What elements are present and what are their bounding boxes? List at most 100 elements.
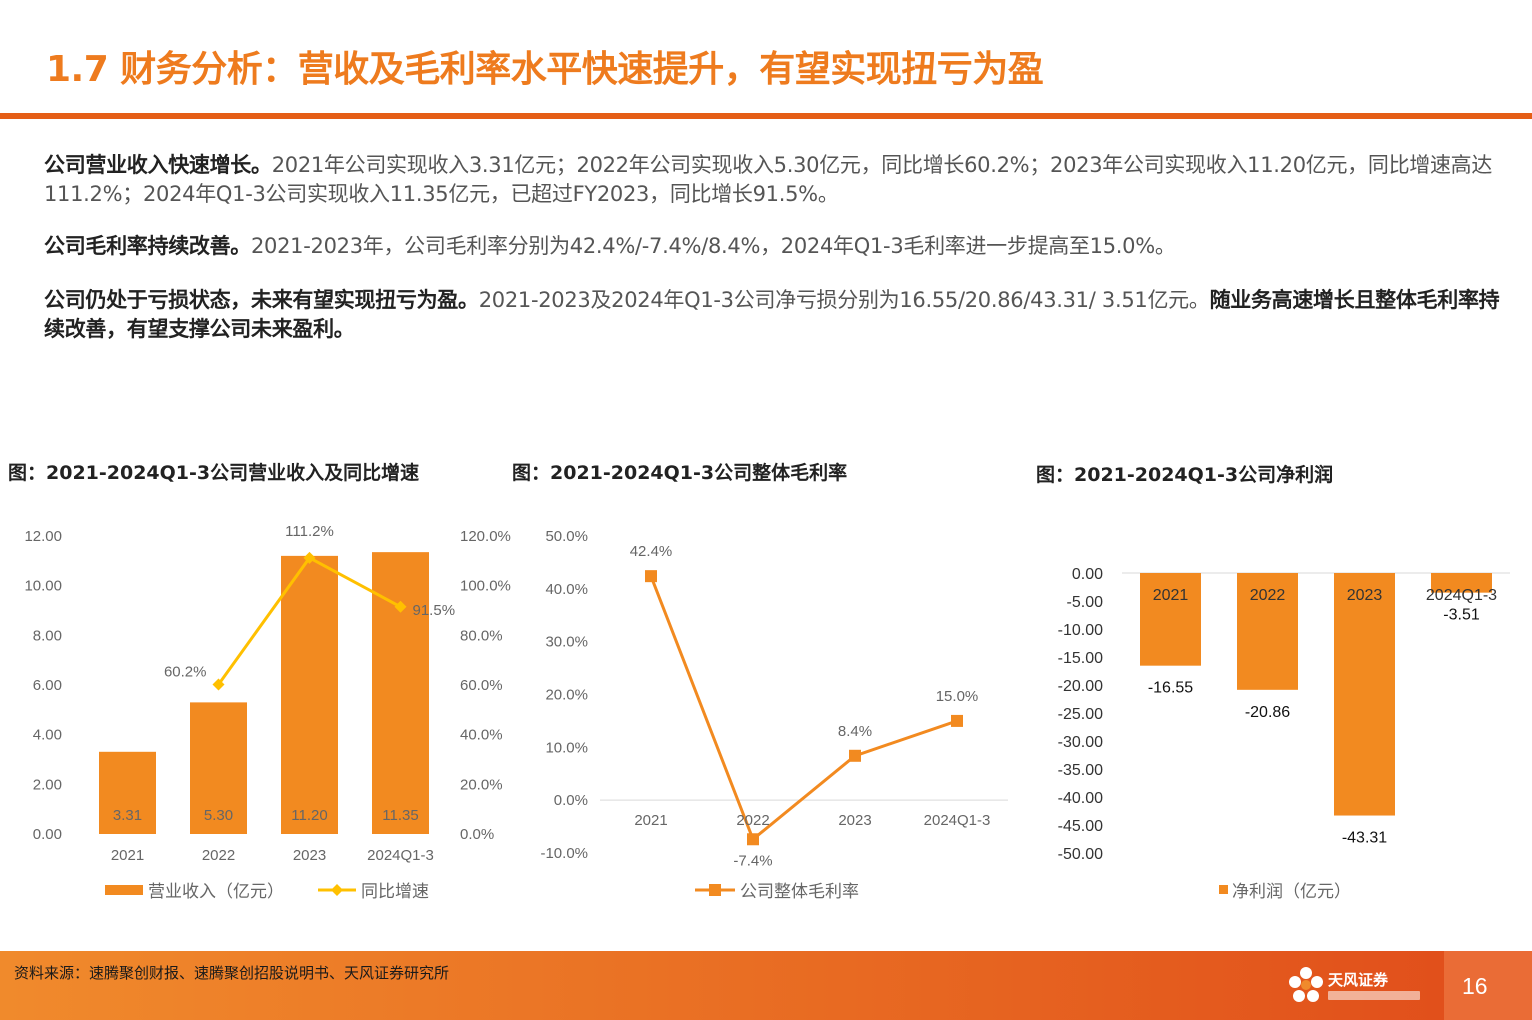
- net-profit-data-label: -16.55: [1148, 680, 1193, 697]
- footer-source: 资料来源：速腾聚创财报、速腾聚创招股说明书、天风证券研究所: [14, 964, 450, 982]
- paragraph-net-loss: 公司仍处于亏损状态，未来有望实现扭亏为盈。2021-2023及2024年Q1-3…: [44, 286, 1514, 344]
- growth-data-label: 91.5%: [413, 602, 456, 619]
- legend-revenue-label: 营业收入（亿元）: [148, 882, 284, 902]
- chart-revenue-caption: 图：2021-2024Q1-3公司营业收入及同比增速: [8, 462, 420, 484]
- y-left-tick-label: 10.00: [24, 578, 62, 595]
- paragraph-revenue-lead: 公司营业收入快速增长。: [44, 153, 272, 177]
- title-divider: [0, 113, 1532, 119]
- gross-margin-point: [849, 749, 861, 762]
- paragraph-gross-margin-lead: 公司毛利率持续改善。: [44, 234, 251, 258]
- y-tick-label: 50.0%: [545, 528, 588, 545]
- y-right-tick-label: 80.0%: [460, 627, 503, 644]
- revenue-bar: [99, 751, 156, 834]
- y-tick-label: -5.00: [1067, 594, 1104, 611]
- growth-data-label: 111.2%: [285, 523, 334, 540]
- gross-margin-point: [747, 833, 759, 846]
- paragraph-gross-margin-body: 2021-2023年，公司毛利率分别为42.4%/-7.4%/8.4%，2024…: [251, 234, 1176, 258]
- y-right-tick-label: 0.0%: [460, 826, 494, 843]
- revenue-bar: [372, 552, 429, 834]
- x-tick-label: 2023: [1347, 587, 1383, 604]
- net-profit-bar: [1334, 573, 1395, 816]
- page-number-panel: [1444, 951, 1532, 1020]
- y-left-tick-label: 2.00: [33, 776, 62, 793]
- net-profit-data-label: -43.31: [1342, 830, 1387, 847]
- x-tick-label: 2023: [838, 812, 871, 829]
- net-profit-bar: [1237, 573, 1298, 690]
- chart-gross-margin-caption: 图：2021-2024Q1-3公司整体毛利率: [512, 462, 848, 484]
- y-right-tick-label: 60.0%: [460, 677, 503, 694]
- y-left-tick-label: 8.00: [33, 627, 62, 644]
- x-tick-label: 2021: [1153, 587, 1189, 604]
- legend-net-profit-label: 净利润（亿元）: [1232, 882, 1351, 902]
- growth-point: [212, 678, 225, 691]
- paragraph-net-loss-tail: 随业务高速增长且整体毛利率持续改善，有望支撑公司未来盈利。: [44, 288, 1500, 341]
- revenue-bar: [281, 555, 338, 834]
- revenue-bar-label: 3.31: [113, 807, 142, 824]
- legend-growth-label: 同比增速: [361, 882, 429, 902]
- legend-gross-margin-marker: [709, 884, 721, 896]
- revenue-bar-label: 11.20: [291, 807, 327, 824]
- y-tick-label: -30.00: [1058, 734, 1103, 751]
- y-tick-label: 10.0%: [545, 739, 588, 756]
- y-tick-label: 40.0%: [545, 581, 588, 598]
- revenue-bar: [190, 702, 247, 834]
- growth-data-label: 60.2%: [164, 664, 207, 681]
- y-right-tick-label: 100.0%: [460, 578, 511, 595]
- y-tick-label: 0.00: [1072, 566, 1103, 583]
- y-tick-label: -25.00: [1058, 706, 1103, 723]
- flower-logo-icon: [1289, 967, 1323, 1002]
- x-tick-label: 2022: [202, 847, 235, 864]
- y-tick-label: 20.0%: [545, 687, 588, 704]
- logo-tagline-bar: [1328, 991, 1420, 1000]
- footer-bar: 资料来源：速腾聚创财报、速腾聚创招股说明书、天风证券研究所 天风证券 16: [0, 951, 1532, 1020]
- gross-margin-data-label: 8.4%: [838, 723, 872, 740]
- net-profit-bar: [1431, 573, 1492, 593]
- gross-margin-point: [645, 570, 657, 583]
- revenue-bar-label: 5.30: [204, 807, 233, 824]
- y-tick-label: -35.00: [1058, 762, 1103, 779]
- net-profit-data-label: -20.86: [1245, 704, 1290, 721]
- y-tick-label: 0.0%: [554, 792, 588, 809]
- paragraph-net-loss-lead: 公司仍处于亏损状态，未来有望实现扭亏为盈。: [44, 288, 479, 312]
- growth-point: [394, 600, 407, 613]
- chart-net-profit-caption: 图：2021-2024Q1-3公司净利润: [1036, 464, 1334, 486]
- x-tick-label: 2023: [293, 847, 326, 864]
- y-tick-label: -45.00: [1058, 818, 1103, 835]
- y-tick-label: -20.00: [1058, 678, 1103, 695]
- page-title: 1.7 财务分析：营收及毛利率水平快速提升，有望实现扭亏为盈: [46, 49, 1044, 90]
- y-left-tick-label: 0.00: [33, 826, 62, 843]
- net-profit-bar: [1140, 573, 1201, 666]
- y-tick-label: 30.0%: [545, 634, 588, 651]
- legend-gross-margin-label: 公司整体毛利率: [740, 882, 859, 902]
- paragraph-gross-margin: 公司毛利率持续改善。2021-2023年，公司毛利率分别为42.4%/-7.4%…: [44, 232, 1514, 261]
- growth-point: [303, 551, 316, 564]
- x-tick-label: 2024Q1-3: [367, 847, 434, 864]
- y-right-tick-label: 20.0%: [460, 776, 503, 793]
- x-tick-label: 2024Q1-3: [1426, 587, 1497, 604]
- y-right-tick-label: 40.0%: [460, 727, 503, 744]
- net-profit-data-label: -3.51: [1443, 607, 1480, 624]
- gross-margin-data-label: 15.0%: [936, 688, 979, 705]
- revenue-bar-label: 11.35: [382, 807, 418, 824]
- legend-growth-marker: [331, 884, 343, 896]
- x-tick-label: 2021: [634, 812, 667, 829]
- logo-text: 天风证券: [1328, 971, 1389, 989]
- y-left-tick-label: 4.00: [33, 727, 62, 744]
- company-logo: 天风证券: [1286, 965, 1436, 1009]
- x-tick-label: 2022: [1250, 587, 1286, 604]
- y-right-tick-label: 120.0%: [460, 528, 511, 545]
- legend-revenue-swatch: [105, 885, 143, 895]
- x-tick-label: 2022: [736, 812, 769, 829]
- page-number: 16: [1462, 973, 1488, 999]
- gross-margin-data-label: -7.4%: [733, 852, 772, 869]
- gross-margin-line: [649, 575, 958, 842]
- paragraph-revenue-body: 2021年公司实现收入3.31亿元；2022年公司实现收入5.30亿元，同比增长…: [44, 153, 1493, 206]
- gross-margin-point: [951, 714, 963, 727]
- y-left-tick-label: 12.00: [24, 528, 62, 545]
- y-tick-label: -15.00: [1058, 650, 1103, 667]
- paragraph-revenue: 公司营业收入快速增长。2021年公司实现收入3.31亿元；2022年公司实现收入…: [44, 151, 1514, 209]
- y-tick-label: -10.00: [1058, 622, 1103, 639]
- x-tick-label: 2021: [111, 847, 144, 864]
- gross-margin-data-label: 42.4%: [630, 543, 673, 560]
